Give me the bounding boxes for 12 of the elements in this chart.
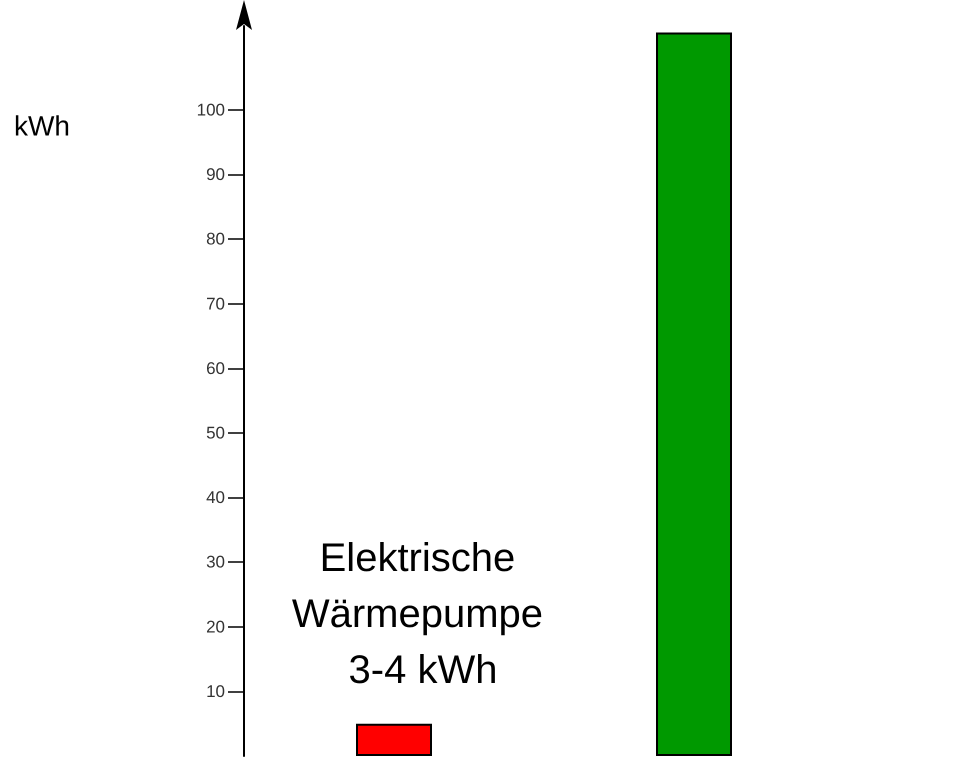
y-tick-label: 50 bbox=[206, 423, 225, 442]
y-tick-label: 30 bbox=[206, 552, 225, 572]
y-tick-label: 80 bbox=[206, 230, 225, 249]
y-tick-label: 10 bbox=[206, 682, 225, 701]
annotation: Elektrische Wärmepumpe 3-4 kWh bbox=[292, 536, 554, 692]
y-tick-label: 60 bbox=[206, 358, 225, 378]
y-tick-label: 90 bbox=[206, 165, 225, 184]
y-tick-label: 20 bbox=[206, 617, 225, 636]
y-tick-label: 40 bbox=[206, 488, 225, 508]
y-tick-label: 100 bbox=[196, 100, 225, 120]
y-tick-label: 70 bbox=[206, 294, 225, 314]
text: kWh bbox=[14, 110, 70, 142]
